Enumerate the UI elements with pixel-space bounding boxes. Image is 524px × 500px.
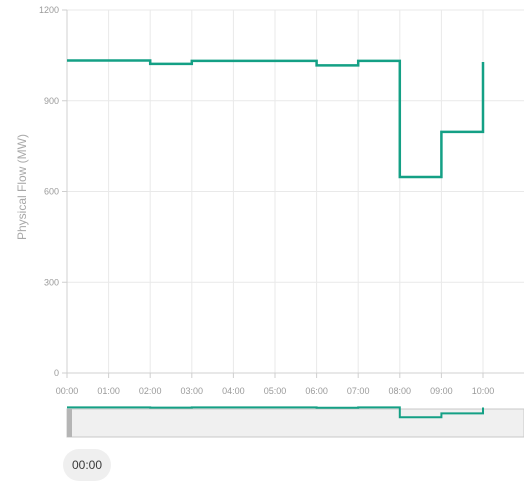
y-tick-label: 900 [44, 96, 59, 106]
time-button[interactable]: 00:00 [63, 449, 111, 481]
series-layer [66, 59, 485, 179]
range-navigator[interactable] [66, 406, 524, 438]
x-tick-label: 04:00 [222, 386, 245, 396]
grid-lines [66, 9, 524, 373]
x-tick-label: 09:00 [430, 386, 453, 396]
navigator-line [67, 406, 484, 419]
x-tick-label: 06:00 [305, 386, 328, 396]
x-axis-ticks: 00:00 01:00 02:00 03:00 04:00 05:00 06:00 07:00… [56, 373, 495, 396]
y-tick-label: 300 [44, 277, 59, 287]
y-axis-ticks: 0 300 600 900 1200 [39, 5, 67, 378]
x-tick-label: 01:00 [97, 386, 120, 396]
x-tick-label: 02:00 [139, 386, 162, 396]
x-tick-label: 03:00 [181, 386, 204, 396]
y-axis-label: Physical Flow (MW) [15, 134, 29, 240]
y-tick-label: 0 [54, 368, 59, 378]
x-tick-label: 07:00 [347, 386, 370, 396]
y-tick-label: 600 [44, 187, 59, 197]
navigator-handle-left[interactable] [67, 409, 72, 437]
x-tick-label: 10:00 [472, 386, 495, 396]
series-line [67, 59, 485, 179]
x-tick-label: 00:00 [56, 386, 79, 396]
x-tick-label: 05:00 [264, 386, 287, 396]
y-tick-label: 1200 [39, 5, 59, 15]
navigator-series [67, 406, 484, 419]
x-tick-label: 08:00 [389, 386, 412, 396]
